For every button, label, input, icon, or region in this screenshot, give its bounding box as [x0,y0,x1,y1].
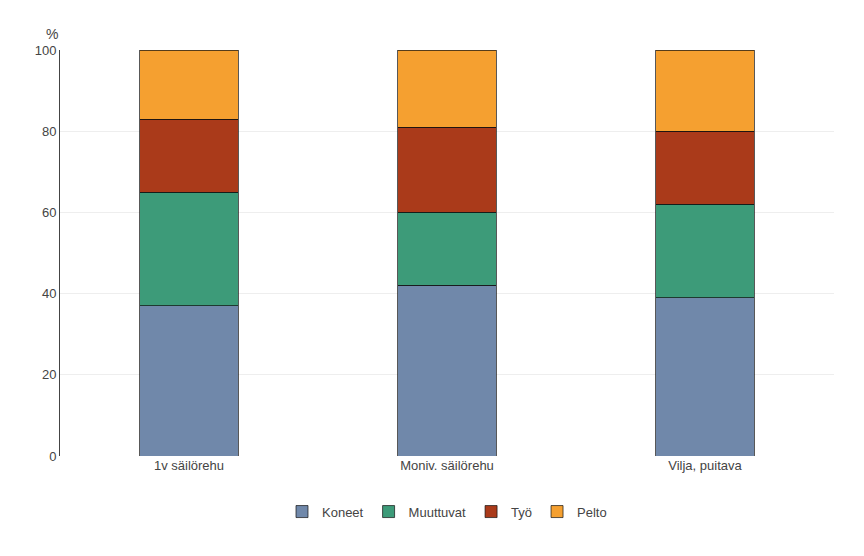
svg-text:0: 0 [49,449,56,464]
svg-text:Moniv. säilörehu: Moniv. säilörehu [400,458,494,473]
svg-text:Pelto: Pelto [577,505,607,520]
svg-text:60: 60 [42,205,56,220]
svg-text:Koneet: Koneet [322,505,364,520]
svg-text:Työ: Työ [511,505,532,520]
svg-text:80: 80 [42,124,56,139]
svg-text:100: 100 [35,43,57,58]
svg-text:%: % [46,26,58,42]
svg-text:1v säilörehu: 1v säilörehu [154,458,224,473]
svg-text:Vilja, puitava: Vilja, puitava [668,458,742,473]
svg-text:20: 20 [42,367,56,382]
svg-text:40: 40 [42,286,56,301]
svg-text:Muuttuvat: Muuttuvat [409,505,466,520]
